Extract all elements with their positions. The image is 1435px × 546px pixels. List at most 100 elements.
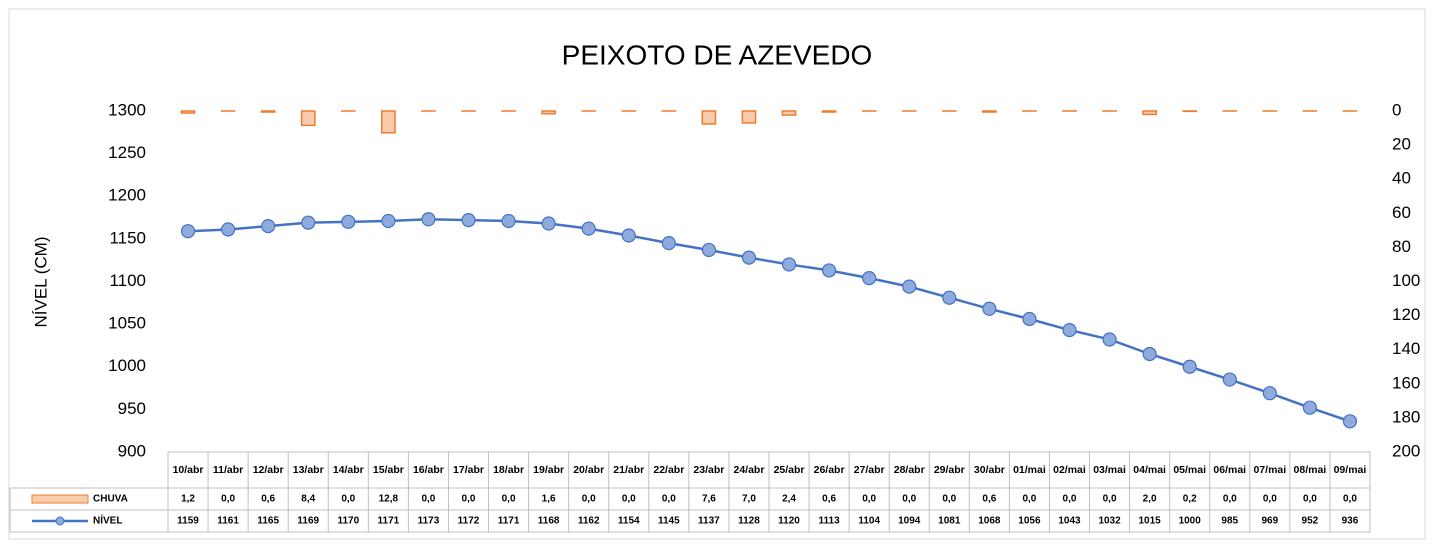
- bar: [260, 110, 276, 113]
- marker: [341, 214, 356, 229]
- x-tick-label: 28/abr: [893, 464, 925, 476]
- y-tick-label: 950: [118, 399, 146, 418]
- table-value: 1056: [1018, 516, 1041, 527]
- x-tick-cell: 20/abr: [573, 464, 605, 476]
- marker: [1142, 346, 1157, 362]
- table-value: 0,0: [1103, 494, 1117, 505]
- bar: [821, 110, 837, 113]
- marker: [1262, 386, 1277, 401]
- table-value: 0,0: [1022, 494, 1036, 505]
- table-value: 1,6: [542, 494, 556, 505]
- table-value: 1015: [1139, 516, 1162, 527]
- table-value: 2,4: [782, 494, 796, 505]
- marker: [781, 257, 797, 272]
- y2-tick-label: 180: [1392, 407, 1420, 426]
- marker: [501, 213, 516, 229]
- marker: [1022, 311, 1037, 327]
- marker: [741, 250, 757, 265]
- table-value: 0,6: [982, 494, 996, 505]
- table-value: 0,6: [261, 494, 275, 505]
- y2-tick-label: 200: [1392, 441, 1420, 460]
- bar: [300, 110, 316, 127]
- table-value: 0,0: [1263, 494, 1277, 505]
- y2-tick-label: 80: [1392, 237, 1411, 256]
- x-tick-cell: 29/abr: [934, 464, 965, 476]
- table-value: 1,2: [181, 494, 195, 505]
- table-value: 1172: [458, 516, 480, 527]
- marker: [1182, 359, 1197, 374]
- y2-tick-label: 40: [1392, 169, 1411, 188]
- bar: [180, 110, 196, 114]
- x-tick-cell: 13/abr: [293, 464, 324, 476]
- bar: [701, 110, 717, 125]
- x-tick-cell: 14/abr: [332, 464, 364, 476]
- x-tick-label: 11/abr: [212, 464, 244, 476]
- table-value: 1161: [217, 516, 239, 527]
- table-value: 1168: [538, 516, 560, 527]
- x-tick-cell: 10/abr: [172, 464, 204, 476]
- table-value: 1169: [297, 516, 319, 527]
- marker: [581, 221, 596, 236]
- marker: [180, 224, 196, 239]
- x-tick-label: 16/abr: [412, 464, 444, 476]
- table-value: 0,0: [902, 494, 916, 505]
- x-tick-label: 03/mai: [1093, 464, 1126, 476]
- marker: [661, 236, 676, 251]
- legend-swatch: [31, 494, 89, 504]
- table-value: 0,2: [1183, 494, 1197, 505]
- table-value: 985: [1221, 516, 1238, 527]
- table-value: 1137: [698, 516, 720, 527]
- legend-label: CHUVA: [93, 494, 128, 505]
- marker: [261, 218, 276, 234]
- table-value: 0,0: [1223, 494, 1237, 505]
- x-tick-cell: 21/abr: [613, 464, 645, 476]
- x-tick-cell: 05/mai: [1173, 464, 1206, 476]
- x-tick-cell: 01/mai: [1013, 464, 1046, 476]
- marker: [701, 242, 717, 258]
- table-value: 1171: [378, 516, 400, 527]
- marker: [541, 216, 556, 231]
- table-value: 0,0: [502, 494, 516, 505]
- marker: [621, 228, 636, 243]
- x-tick-label: 20/abr: [573, 464, 605, 476]
- x-tick-label: 27/abr: [853, 464, 885, 476]
- legend-marker: [55, 516, 65, 526]
- x-tick-label: 21/abr: [613, 464, 645, 476]
- y-tick-label: 1150: [109, 228, 146, 247]
- x-tick-cell: 17/abr: [453, 464, 484, 476]
- x-tick-cell: 11/abr: [212, 464, 244, 476]
- x-tick-cell: 02/mai: [1053, 464, 1086, 476]
- x-tick-label: 17/abr: [453, 464, 484, 476]
- x-tick-cell: 06/mai: [1213, 464, 1247, 476]
- bar: [982, 110, 997, 113]
- x-tick-cell: 28/abr: [893, 464, 925, 476]
- table-value: 1173: [418, 516, 440, 527]
- x-tick-cell: 07/mai: [1253, 464, 1286, 476]
- table-value: 1068: [978, 516, 1001, 527]
- marker: [1342, 414, 1358, 429]
- x-tick-label: 10/abr: [172, 464, 204, 476]
- x-tick-cell: 04/mai: [1133, 464, 1166, 476]
- x-tick-cell: 19/abr: [533, 464, 564, 476]
- x-tick-label: 26/abr: [813, 464, 845, 476]
- bar: [541, 110, 556, 115]
- y-tick-label: 1200: [108, 186, 146, 205]
- table-value: 0,0: [341, 494, 355, 505]
- x-tick-label: 09/mai: [1333, 464, 1367, 476]
- table-value: 0,0: [622, 494, 636, 505]
- x-tick-label: 14/abr: [332, 464, 364, 476]
- table-value: 0,0: [1343, 494, 1357, 505]
- y-tick-label: 1250: [108, 143, 146, 162]
- chart-title: PEIXOTO DE AZEVEDO: [562, 39, 873, 70]
- table-value: 0,0: [582, 494, 596, 505]
- x-tick-label: 06/mai: [1213, 464, 1247, 476]
- y2-tick-label: 0: [1392, 100, 1401, 119]
- marker: [902, 279, 917, 294]
- table-value: 1159: [177, 516, 199, 527]
- x-tick-label: 24/abr: [733, 464, 765, 476]
- x-tick-cell: 27/abr: [853, 464, 885, 476]
- table-value: 1000: [1179, 516, 1202, 527]
- x-tick-label: 08/mai: [1293, 464, 1327, 476]
- y2-tick-label: 20: [1392, 135, 1411, 154]
- x-tick-label: 25/abr: [773, 464, 805, 476]
